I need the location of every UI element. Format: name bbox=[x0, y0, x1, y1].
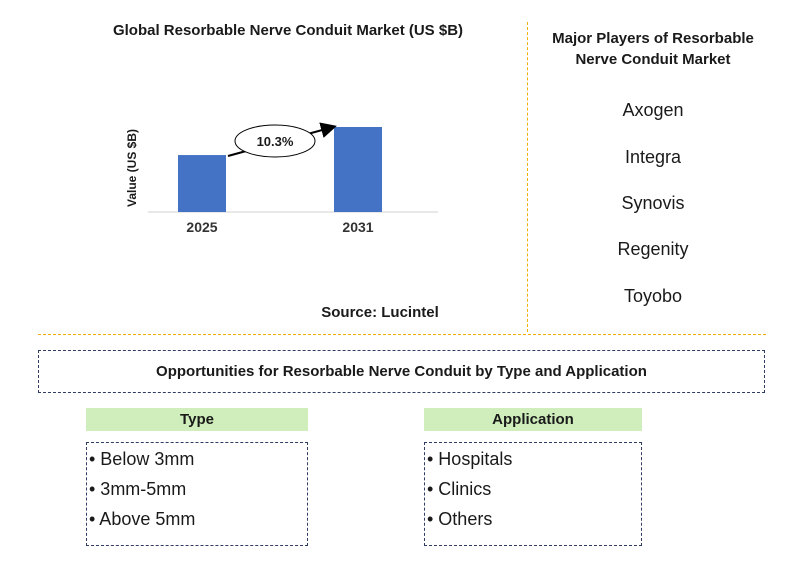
chart-title: Global Resorbable Nerve Conduit Market (… bbox=[112, 22, 464, 39]
vertical-divider bbox=[527, 22, 528, 332]
opportunities-title: Opportunities for Resorbable Nerve Condu… bbox=[38, 350, 765, 393]
list-item: • Clinics bbox=[427, 479, 492, 499]
x-tick-label: 2031 bbox=[342, 219, 373, 235]
bar-2025 bbox=[178, 155, 226, 212]
x-tick-label: 2025 bbox=[186, 219, 217, 235]
list-item: • 3mm-5mm bbox=[89, 479, 187, 499]
players-title: Major Players of Resorbable Nerve Condui… bbox=[552, 30, 754, 68]
application-list: • Hospitals • Clinics • Others bbox=[424, 442, 642, 546]
cagr-bubble bbox=[234, 124, 316, 158]
horizontal-divider bbox=[38, 334, 766, 335]
player-regenity: Regenity bbox=[617, 239, 689, 259]
application-heading: Application bbox=[424, 408, 642, 431]
player-synovis: Synovis bbox=[621, 193, 685, 213]
type-heading: Type bbox=[86, 408, 308, 431]
player-integra: Integra bbox=[624, 147, 682, 167]
type-list: • Below 3mm • 3mm-5mm • Above 5mm bbox=[86, 442, 308, 546]
cagr-label: 10.3% bbox=[257, 134, 294, 149]
player-toyobo: Toyobo bbox=[623, 286, 683, 306]
list-item: • Below 3mm bbox=[89, 449, 195, 469]
list-item: • Above 5mm bbox=[89, 509, 196, 529]
source-label: Source: Lucintel bbox=[321, 304, 439, 321]
list-item: • Hospitals bbox=[427, 449, 513, 469]
bar-2031 bbox=[334, 127, 382, 212]
player-axogen: Axogen bbox=[622, 100, 684, 120]
bar-chart: Value (US $B) 2025 2031 10.3% bbox=[125, 122, 438, 235]
y-axis-label: Value (US $B) bbox=[125, 129, 139, 207]
list-item: • Others bbox=[427, 509, 493, 529]
